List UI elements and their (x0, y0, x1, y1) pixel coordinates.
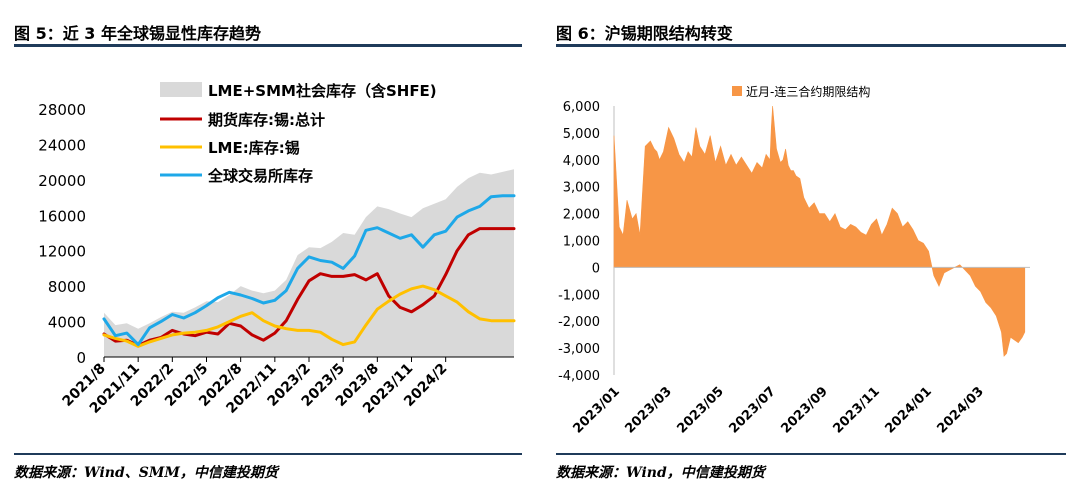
legend-label: 近月-连三合约期限结构 (746, 84, 870, 99)
series-line-lme-stock (102, 284, 516, 348)
y-tick-label: 5,000 (563, 127, 600, 142)
x-tick-label: 2023/09 (778, 384, 830, 436)
x-tick-label: 2023/05 (674, 384, 726, 436)
y-tick-label: 12000 (38, 243, 86, 261)
x-tick-label: 2023/07 (726, 384, 778, 436)
figure5-source: 数据来源：Wind、SMM，中信建投期货 (14, 465, 278, 481)
legend-label: 全球交易所库存 (207, 167, 313, 185)
y-tick-label: -3,000 (558, 342, 600, 357)
x-tick-label: 2024/03 (934, 384, 986, 436)
legend-swatch-term-spread (732, 86, 742, 96)
series-line-global-exchange-stock (102, 194, 516, 347)
y-tick-label: 1,000 (563, 235, 600, 250)
term-structure-chart: 6,000 5,000 4,000 3,000 2,000 1,000 0 -1,000 -2,… (558, 84, 1030, 437)
figure6-top-rule (556, 44, 1066, 47)
y-tick-label: 2,000 (563, 208, 600, 223)
y-tick-label: 6,000 (563, 100, 600, 115)
series-area-term-spread (613, 105, 1026, 357)
y-tick-label: 4000 (48, 314, 86, 332)
y-tick-label: -4,000 (558, 369, 600, 384)
figure6-title: 图 6：沪锡期限结构转变 (556, 24, 733, 43)
y-tick-label: 20000 (38, 172, 86, 190)
x-tick-label: 2023/03 (622, 384, 674, 436)
y-tick-label: -2,000 (558, 315, 600, 330)
y-tick-label: 16000 (38, 207, 86, 225)
y-tick-label: -1,000 (558, 288, 600, 303)
legend-label: 期货库存:锡:总计 (208, 111, 325, 129)
figure5-bottom-rule (14, 453, 522, 455)
y-tick-label: 3,000 (563, 181, 600, 196)
y-tick-label: 8000 (48, 278, 86, 296)
x-tick-label: 2023/01 (570, 384, 622, 436)
legend-label: LME:库存:锡 (208, 139, 300, 157)
figure5-title: 图 5：近 3 年全球锡显性库存趋势 (14, 24, 261, 43)
legend-label: LME+SMM社会库存（含SHFE) (208, 82, 437, 100)
y-tick-label: 0 (592, 261, 600, 276)
stock-chart: 28000240002000016000120008000400002021/8… (38, 82, 516, 417)
y-tick-label: 4,000 (563, 154, 600, 169)
y-tick-label: 28000 (38, 101, 86, 119)
figure6-bottom-rule (556, 453, 1066, 455)
y-tick-label: 24000 (38, 136, 86, 154)
x-tick-label: 2023/11 (830, 384, 882, 436)
series-line-futures-stock (102, 227, 516, 347)
legend-swatch-social-stock (160, 82, 202, 97)
figure5-top-rule (14, 44, 522, 47)
y-tick-label: 0 (76, 349, 86, 367)
figure6-source: 数据来源：Wind，中信建投期货 (556, 465, 765, 481)
x-tick-label: 2024/01 (882, 384, 934, 436)
